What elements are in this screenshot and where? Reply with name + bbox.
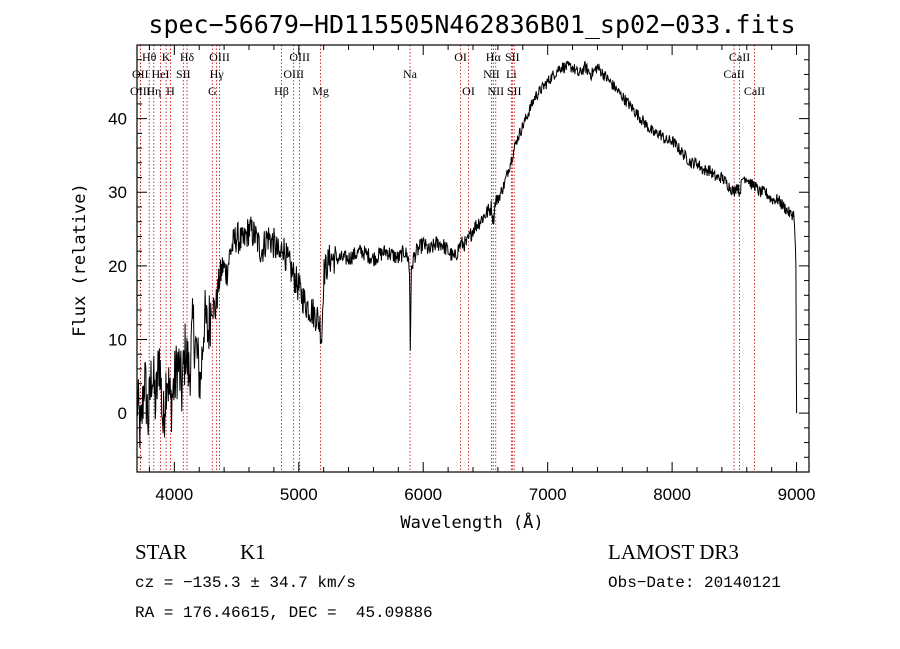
spectral-line-label: OI <box>454 50 467 64</box>
y-tick-labels: 0 10 20 30 40 <box>108 110 127 423</box>
y-tick-label: 10 <box>108 330 127 349</box>
spectral-line-label: G <box>208 84 217 98</box>
spectral-line-label: Mg <box>312 84 329 98</box>
spectral-line-label: Hδ <box>180 50 195 64</box>
spectral-line-label: CaII <box>744 84 765 98</box>
spectral-line-label: K <box>162 50 171 64</box>
x-tick-label: 5000 <box>280 485 318 504</box>
spectral-line-label: CaII <box>729 50 750 64</box>
spectral-line-label: OIII <box>130 84 151 98</box>
survey-name: LAMOST DR3 <box>608 540 739 564</box>
y-tick-label: 20 <box>108 257 127 276</box>
spectral-line-label: Hη <box>146 84 161 98</box>
y-tick-label: 30 <box>108 183 127 202</box>
x-tick-label: 8000 <box>653 485 691 504</box>
spectral-line-label: NII <box>487 84 504 98</box>
x-tick-label: 7000 <box>529 485 567 504</box>
spectral-lines <box>139 45 755 472</box>
y-axis-label: Flux (relative) <box>70 183 90 337</box>
x-axis-label: Wavelength (Å) <box>400 511 543 533</box>
x-tick-label: 6000 <box>404 485 442 504</box>
axis-ticks <box>137 45 809 472</box>
spectrum-chart: spec−56679−HD115505N462836B01_sp02−033.f… <box>70 10 815 533</box>
spectral-line-label: Li <box>506 67 517 81</box>
object-class: STAR <box>135 540 187 564</box>
spectral-line-label: OIII <box>209 50 230 64</box>
object-subclass: K1 <box>240 540 266 564</box>
x-tick-labels: 4000 5000 6000 7000 8000 9000 <box>155 485 815 504</box>
spectral-line-label: SII <box>507 84 522 98</box>
obs-date: Obs−Date: 20140121 <box>608 574 781 592</box>
x-tick-label: 9000 <box>778 485 816 504</box>
y-tick-label: 40 <box>108 110 127 129</box>
y-tick-label: 0 <box>118 404 127 423</box>
spectral-line-label: SII <box>505 50 520 64</box>
spectral-line-label: Hα <box>486 50 502 64</box>
spectral-line-label: H <box>166 84 175 98</box>
spectral-line-label: HeI <box>152 67 170 81</box>
x-tick-label: 4000 <box>155 485 193 504</box>
spectral-line-label: Hγ <box>210 67 225 81</box>
plot-frame <box>136 44 810 473</box>
spectral-line-label: Na <box>403 67 418 81</box>
chart-title: spec−56679−HD115505N462836B01_sp02−033.f… <box>148 10 795 39</box>
spectrum-line <box>136 60 798 448</box>
spectral-line-label: CaII <box>723 67 744 81</box>
spectral-line-label: OIII <box>283 67 304 81</box>
spectral-line-label: OI <box>462 84 475 98</box>
spectral-line-label: SII <box>176 67 191 81</box>
spectral-line-label: OIII <box>289 50 310 64</box>
spectral-line-label: Hθ <box>142 50 157 64</box>
redshift-text: cz = −135.3 ± 34.7 km/s <box>135 574 356 592</box>
coordinates-text: RA = 176.46615, DEC = 45.09886 <box>135 604 433 622</box>
spectral-line-label: Hβ <box>274 84 289 98</box>
spectral-line-label: NII <box>483 67 500 81</box>
